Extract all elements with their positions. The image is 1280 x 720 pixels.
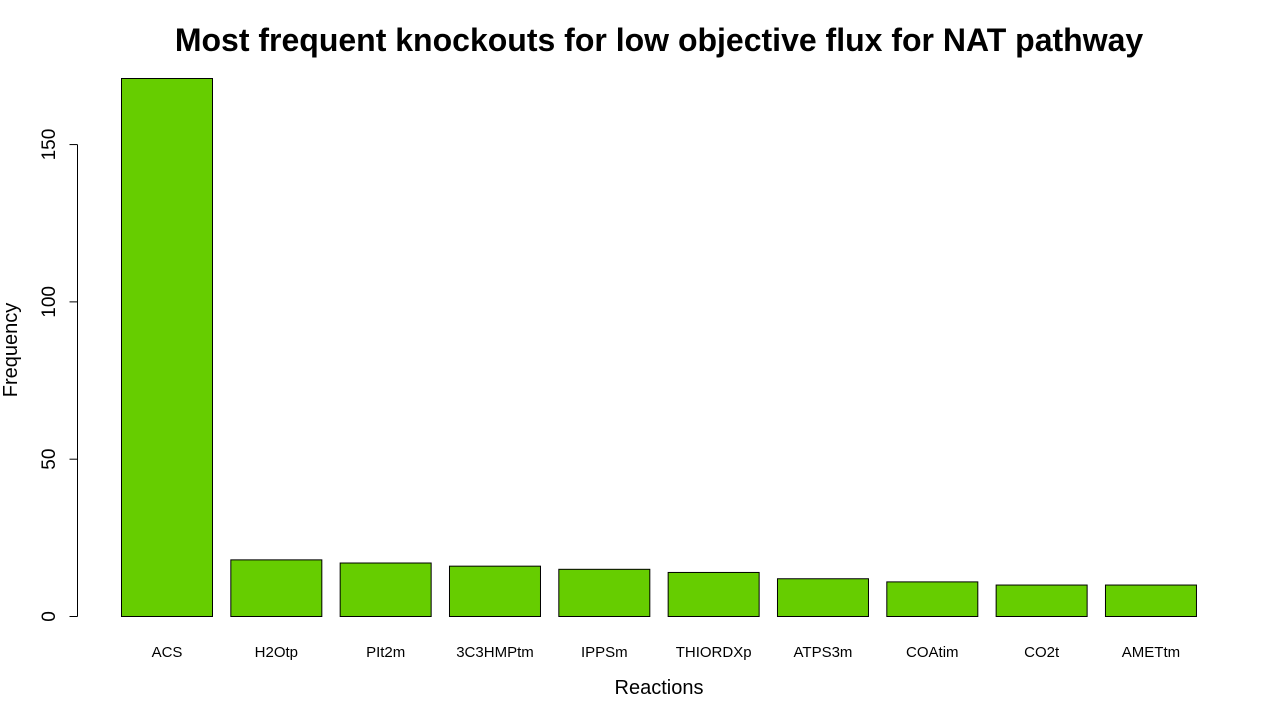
y-axis-label: Frequency [0, 303, 22, 398]
y-axis: 0 50 100 150 [39, 129, 78, 622]
category-label: THIORDXp [676, 644, 752, 661]
bar-coatim [886, 581, 979, 618]
x-axis-label: Reactions [615, 677, 704, 699]
y-tick-label: 0 [39, 611, 60, 622]
category-label: H2Otp [255, 644, 298, 661]
category-label: COAtim [906, 644, 959, 661]
bars-group [121, 78, 1197, 618]
y-tick-label: 100 [39, 286, 60, 318]
bar-thiordxp [667, 571, 760, 618]
bar-atps3m [776, 578, 869, 617]
bar-h2otp [230, 559, 323, 617]
category-label: AMETtm [1122, 644, 1180, 661]
bar-co2t [995, 584, 1088, 617]
category-label: ATPS3m [794, 644, 853, 661]
category-label: PIt2m [366, 644, 405, 661]
y-tick-label: 150 [39, 129, 60, 161]
bar-pit2m [339, 562, 432, 618]
y-tick-label: 50 [39, 449, 60, 470]
category-label: CO2t [1024, 644, 1060, 661]
category-labels-group: ACS H2Otp PIt2m 3C3HMPtm IPPSm THIORDXp ATPS3m… [152, 644, 1181, 661]
bar-acs [121, 78, 213, 617]
chart-title: Most frequent knockouts for low objectiv… [175, 22, 1144, 58]
bar-ippsm [558, 568, 651, 617]
category-label: ACS [152, 644, 183, 661]
bar-amettm [1104, 584, 1197, 617]
category-label: IPPSm [581, 644, 628, 661]
category-label: 3C3HMPtm [456, 644, 534, 661]
bar-3c3hmptm [448, 565, 541, 617]
